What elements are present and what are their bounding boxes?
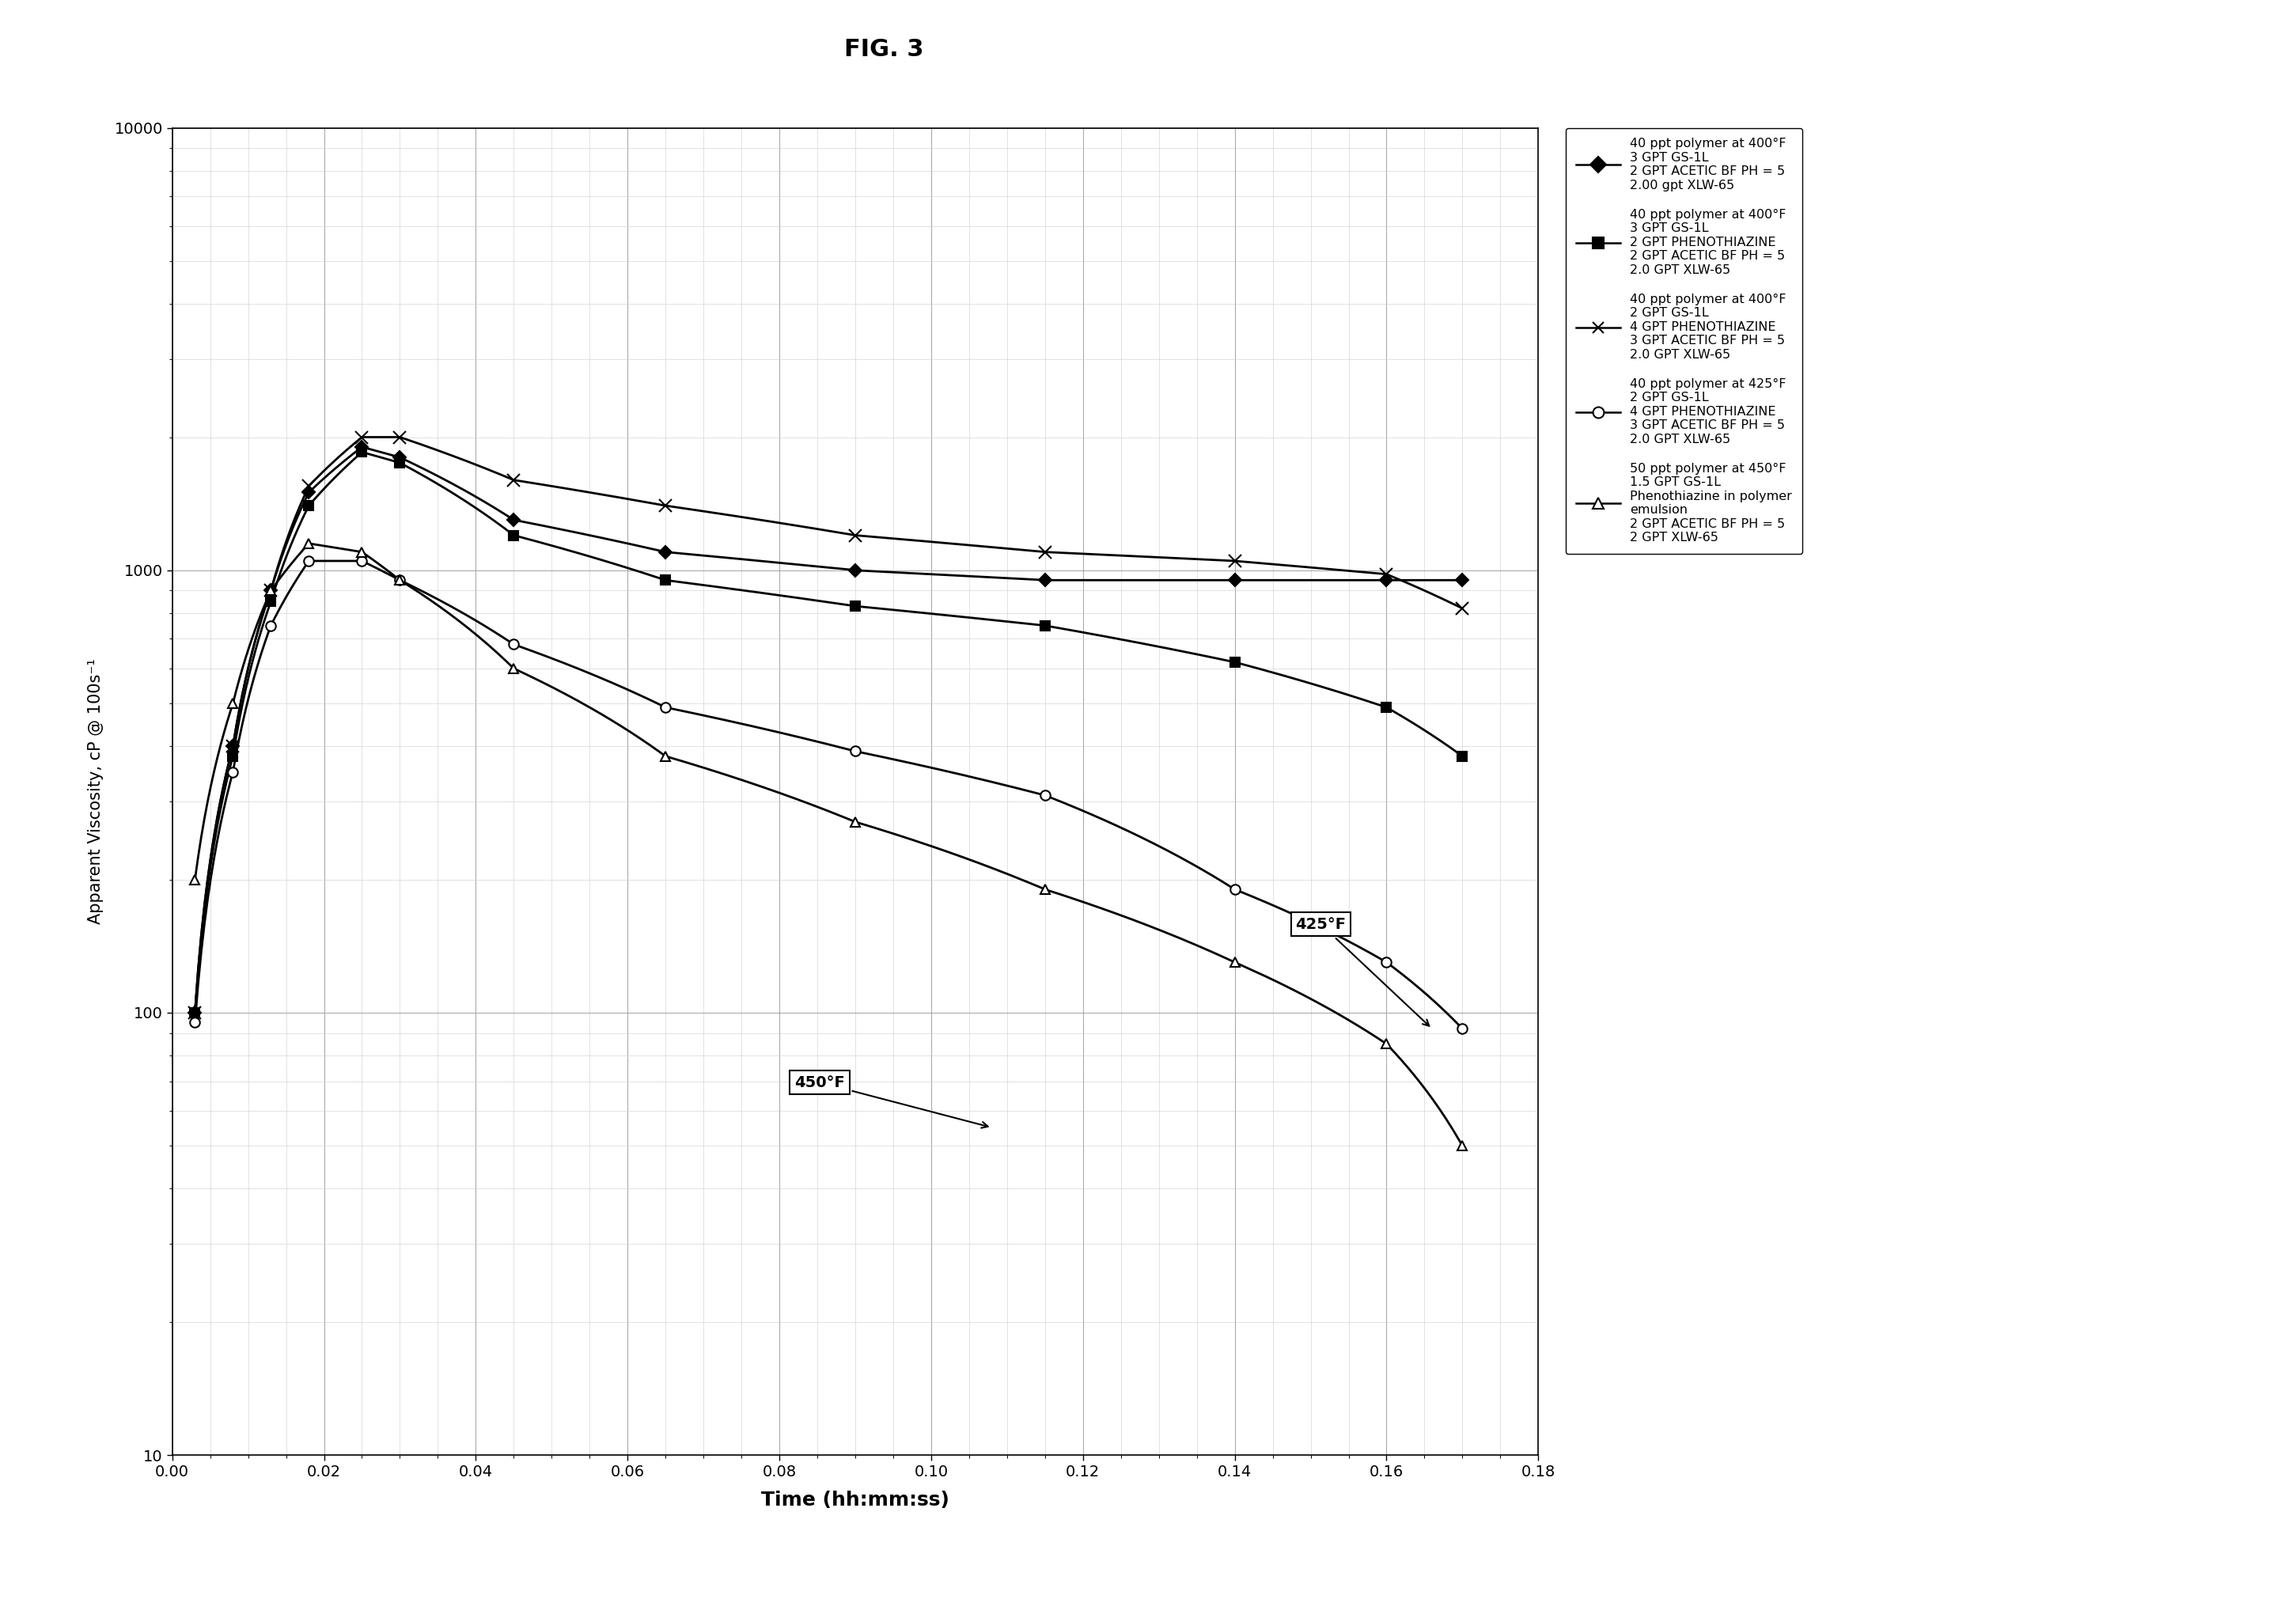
Text: 425°F: 425°F — [1295, 916, 1428, 1027]
Y-axis label: Apparent Viscosity, cP @ 100s⁻¹: Apparent Viscosity, cP @ 100s⁻¹ — [87, 659, 103, 924]
Legend: 40 ppt polymer at 400°F
3 GPT GS-1L
2 GPT ACETIC BF PH = 5
2.00 gpt XLW-65, 40 p: 40 ppt polymer at 400°F 3 GPT GS-1L 2 GP… — [1566, 128, 1802, 553]
Text: 450°F: 450°F — [794, 1075, 987, 1127]
Text: FIG. 3: FIG. 3 — [845, 38, 923, 61]
X-axis label: Time (hh:mm:ss): Time (hh:mm:ss) — [762, 1490, 948, 1509]
